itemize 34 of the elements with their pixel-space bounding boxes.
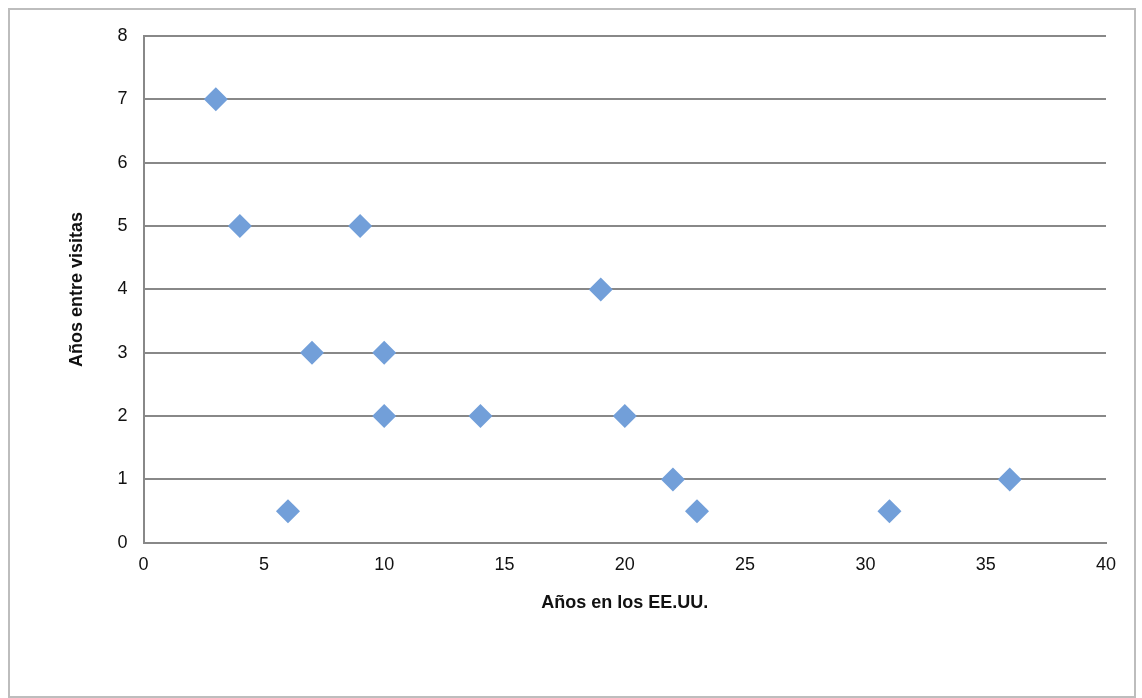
point [372,404,397,429]
y-tick-label: 7 [117,88,128,109]
y-tick-label: 0 [117,531,128,552]
y-tick-label: 2 [117,405,128,426]
y-tick-label: 1 [117,468,128,489]
point [203,87,228,112]
point [684,499,709,524]
x-tick-label: 25 [735,553,756,574]
x-tick-label: 5 [258,553,269,574]
point [348,214,373,239]
y-axis-title: Años entre visitas [65,211,86,367]
point [588,277,613,302]
x-tick-label: 10 [374,553,395,574]
y-tick-label: 8 [117,24,128,45]
x-tick-label: 0 [138,553,149,574]
point [372,340,397,365]
point [227,214,252,239]
x-tick-label: 40 [1095,553,1117,574]
point [997,467,1022,492]
point [300,340,325,365]
x-tick-label: 30 [855,553,876,574]
y-tick-label: 5 [117,215,128,236]
y-tick-label: 4 [117,278,128,299]
point [660,467,685,492]
point [468,404,493,429]
y-tick-label: 6 [117,151,128,172]
point [877,499,902,524]
x-tick-label: 15 [494,553,515,574]
point [275,499,300,524]
point [612,404,637,429]
x-axis-title: Años en los EE.UU. [541,592,709,613]
y-tick-label: 3 [117,341,128,362]
x-tick-label: 20 [614,553,635,574]
x-tick-label: 35 [975,553,996,574]
